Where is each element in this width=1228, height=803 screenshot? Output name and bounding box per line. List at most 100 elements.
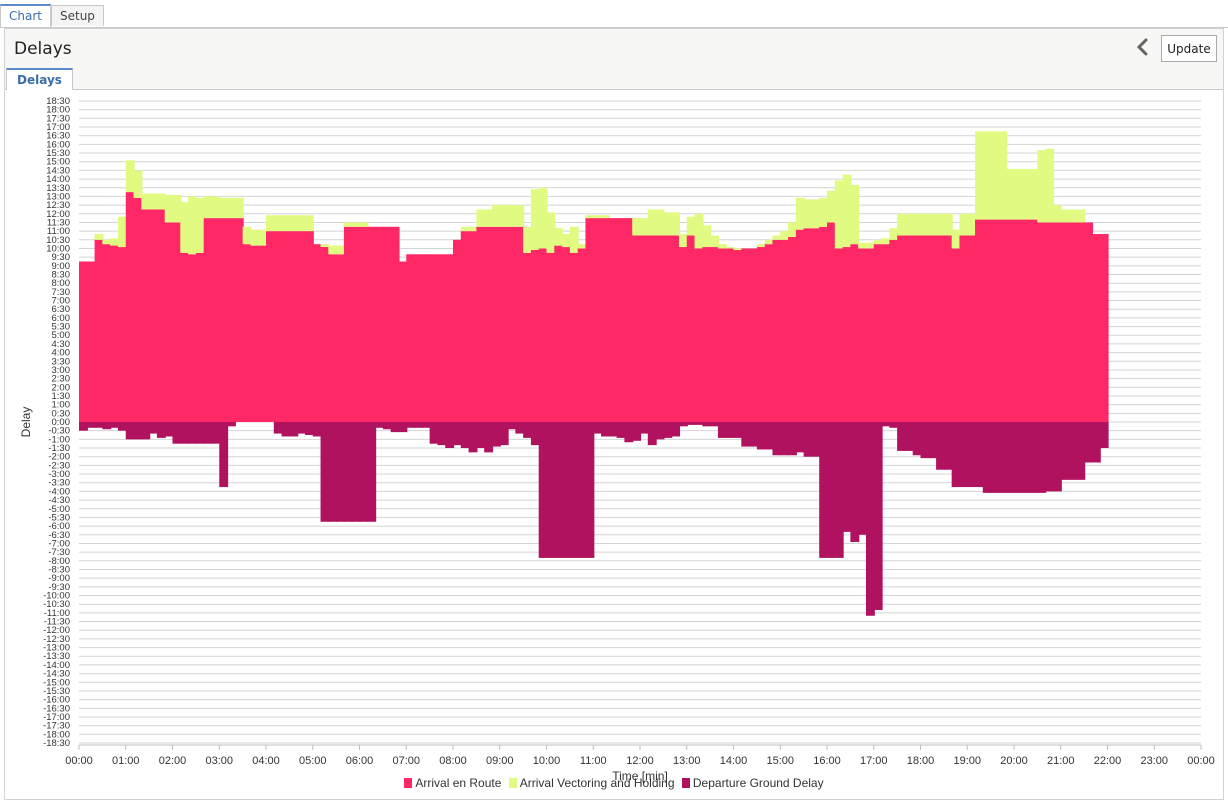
y-tick-label: -17:00 bbox=[43, 712, 70, 723]
update-button[interactable]: Update bbox=[1161, 35, 1217, 62]
bar-departure-ground bbox=[507, 422, 517, 430]
bar-arrival-vectoring bbox=[234, 197, 244, 219]
bar-arrival-en-route bbox=[336, 254, 346, 422]
bar-arrival-en-route bbox=[188, 254, 197, 422]
x-tick-label: 20:00 bbox=[1000, 755, 1028, 767]
bar-arrival-vectoring bbox=[336, 245, 346, 255]
y-tick-label: 15:00 bbox=[46, 157, 70, 168]
y-tick-label: -6:30 bbox=[48, 530, 70, 541]
tab-setup[interactable]: Setup bbox=[51, 5, 104, 26]
bar-arrival-vectoring bbox=[780, 231, 790, 240]
bar-arrival-en-route bbox=[460, 231, 470, 422]
bar-arrival-vectoring bbox=[117, 216, 127, 248]
y-tick-label: -7:00 bbox=[48, 538, 70, 549]
bar-departure-ground bbox=[328, 422, 338, 522]
bar-departure-ground bbox=[842, 422, 852, 532]
legend-swatch bbox=[404, 778, 413, 788]
bar-arrival-vectoring bbox=[476, 209, 486, 227]
bar-arrival-en-route bbox=[982, 219, 992, 422]
bar-departure-ground bbox=[538, 422, 548, 558]
legend-item-arrival-vectoring[interactable]: Arrival Vectoring and Holding bbox=[508, 776, 675, 790]
bar-arrival-en-route bbox=[741, 248, 751, 422]
bar-departure-ground bbox=[414, 422, 423, 428]
x-tick-label: 08:00 bbox=[439, 755, 467, 767]
bar-arrival-vectoring bbox=[920, 213, 930, 236]
bar-departure-ground bbox=[912, 422, 922, 456]
bar-arrival-en-route bbox=[219, 218, 229, 422]
bar-arrival-en-route bbox=[943, 235, 953, 422]
tab-delays[interactable]: Delays bbox=[6, 68, 73, 90]
bar-arrival-vectoring bbox=[1021, 168, 1031, 220]
bar-departure-ground bbox=[865, 422, 875, 616]
y-tick-label: -1:30 bbox=[48, 443, 70, 454]
bar-departure-ground bbox=[320, 422, 330, 522]
bar-arrival-vectoring bbox=[211, 196, 221, 219]
bar-departure-ground bbox=[577, 422, 587, 558]
bar-arrival-vectoring bbox=[811, 199, 821, 229]
y-tick-label: 5:30 bbox=[52, 322, 71, 333]
y-tick-label: 9:00 bbox=[52, 261, 71, 272]
bar-departure-ground bbox=[982, 422, 992, 493]
y-tick-label: 9:30 bbox=[52, 252, 71, 263]
bar-departure-ground bbox=[211, 422, 221, 444]
bar-arrival-en-route bbox=[102, 244, 112, 422]
bar-arrival-vectoring bbox=[102, 239, 112, 245]
bar-arrival-en-route bbox=[671, 235, 681, 422]
bar-arrival-en-route bbox=[273, 231, 283, 422]
legend-item-departure-ground[interactable]: Departure Ground Delay bbox=[681, 776, 824, 790]
bar-arrival-en-route bbox=[663, 235, 673, 422]
bar-departure-ground bbox=[780, 422, 790, 456]
bar-arrival-vectoring bbox=[172, 194, 182, 223]
bar-arrival-en-route bbox=[577, 248, 587, 422]
bar-departure-ground bbox=[967, 422, 977, 488]
bar-arrival-en-route bbox=[110, 245, 120, 422]
legend-item-arrival-en-route[interactable]: Arrival en Route bbox=[404, 776, 501, 790]
x-tick-label: 21:00 bbox=[1047, 755, 1075, 767]
bar-departure-ground bbox=[1076, 422, 1086, 480]
bar-departure-ground bbox=[858, 422, 868, 535]
bar-arrival-vectoring bbox=[951, 229, 961, 249]
y-axis-title: Delay bbox=[19, 407, 33, 438]
bar-departure-ground bbox=[663, 422, 673, 438]
y-tick-label: 6:30 bbox=[52, 304, 71, 315]
bar-departure-ground bbox=[632, 422, 642, 441]
bar-arrival-en-route bbox=[569, 252, 579, 422]
bar-departure-ground bbox=[343, 422, 353, 522]
bar-arrival-vectoring bbox=[1060, 209, 1070, 223]
bar-departure-ground bbox=[523, 422, 533, 438]
bar-arrival-en-route bbox=[889, 239, 899, 422]
bar-arrival-en-route bbox=[749, 248, 758, 422]
bar-arrival-vectoring bbox=[1037, 150, 1047, 223]
bar-arrival-en-route bbox=[398, 261, 408, 422]
bar-arrival-en-route bbox=[538, 248, 548, 422]
bar-arrival-vectoring bbox=[655, 209, 665, 236]
y-tick-label: 12:30 bbox=[46, 200, 70, 211]
bar-departure-ground bbox=[795, 422, 805, 453]
bar-arrival-vectoring bbox=[858, 242, 868, 249]
bar-arrival-vectoring bbox=[912, 213, 922, 236]
x-tick-label: 15:00 bbox=[766, 755, 794, 767]
bar-departure-ground bbox=[1021, 422, 1031, 493]
bar-arrival-en-route bbox=[453, 239, 462, 422]
tab-chart[interactable]: Chart bbox=[0, 4, 51, 27]
bar-departure-ground bbox=[445, 422, 455, 449]
bar-departure-ground bbox=[788, 422, 797, 456]
chevron-left-icon[interactable] bbox=[1132, 35, 1154, 59]
bar-arrival-en-route bbox=[710, 247, 720, 422]
bar-arrival-en-route bbox=[1060, 222, 1070, 422]
bar-arrival-vectoring bbox=[546, 212, 556, 253]
bar-arrival-vectoring bbox=[1076, 209, 1086, 223]
bar-arrival-en-route bbox=[530, 249, 540, 422]
bar-departure-ground bbox=[943, 422, 953, 470]
bar-arrival-vectoring bbox=[710, 235, 720, 248]
bar-departure-ground bbox=[936, 422, 945, 470]
y-tick-label: 3:30 bbox=[52, 356, 71, 367]
bar-arrival-vectoring bbox=[959, 213, 969, 236]
bar-arrival-en-route bbox=[920, 235, 930, 422]
bar-departure-ground bbox=[1037, 422, 1047, 493]
y-tick-label: -4:00 bbox=[48, 486, 70, 497]
bar-arrival-vectoring bbox=[258, 229, 268, 246]
bar-arrival-vectoring bbox=[359, 222, 369, 227]
bar-arrival-en-route bbox=[601, 218, 610, 422]
bar-arrival-en-route bbox=[351, 226, 361, 422]
